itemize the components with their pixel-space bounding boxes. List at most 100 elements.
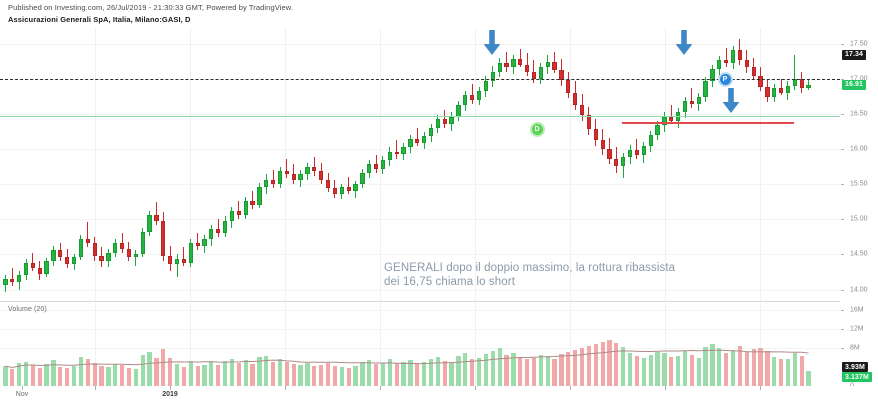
candle-body xyxy=(271,179,276,185)
volume-bar xyxy=(689,354,694,386)
candle-body xyxy=(785,85,791,93)
volume-bar xyxy=(373,364,379,386)
candle-body xyxy=(648,134,653,147)
candle-wick xyxy=(519,49,521,68)
volume-bar xyxy=(195,365,200,386)
volume-bar xyxy=(518,356,523,386)
candle-wick xyxy=(87,221,89,248)
time-axis-tick xyxy=(665,386,666,390)
candle-body xyxy=(730,50,736,64)
volume-bar xyxy=(490,350,495,386)
candle-wick xyxy=(622,153,624,179)
price-pane[interactable]: GENERALI dopo il doppio massimo, la rott… xyxy=(0,28,840,300)
chart-annotation: GENERALI dopo il doppio massimo, la rott… xyxy=(384,262,676,288)
volume-pane[interactable] xyxy=(0,303,840,386)
time-axis-tick xyxy=(475,386,476,390)
candle-body xyxy=(332,188,338,194)
volume-bar xyxy=(99,366,104,386)
candle-body xyxy=(373,164,379,169)
volume-bar xyxy=(607,340,612,386)
volume-bar xyxy=(552,358,557,386)
candle-body xyxy=(65,257,70,265)
volume-bar xyxy=(806,371,811,386)
candle-body xyxy=(634,150,640,155)
volume-bar xyxy=(23,361,29,386)
candle-body xyxy=(689,101,694,104)
candle-body xyxy=(724,60,729,64)
candle-body xyxy=(250,200,255,206)
candle-body xyxy=(799,78,804,89)
last-price-badge[interactable]: 17.34 xyxy=(842,49,867,60)
volume-bar xyxy=(353,366,358,386)
candle-body xyxy=(703,81,708,97)
axis-tick xyxy=(841,113,844,115)
volume-bar xyxy=(161,349,166,386)
volume-ma-badge[interactable]: 3.93M xyxy=(842,362,868,373)
candle-body xyxy=(627,150,633,158)
candle-body xyxy=(23,262,29,276)
badge-d[interactable]: D xyxy=(529,121,545,137)
volume-bar xyxy=(291,364,296,386)
volume-bar xyxy=(222,360,228,386)
volume-bar xyxy=(724,352,729,386)
candle-body xyxy=(325,179,331,189)
volume-bar xyxy=(78,356,84,386)
close-price-badge[interactable]: 16.91 xyxy=(842,79,867,90)
axis-tick xyxy=(841,219,844,221)
volume-gridline xyxy=(0,310,840,312)
candle-body xyxy=(99,255,104,262)
candle-body xyxy=(737,50,743,61)
candle-body xyxy=(113,243,118,253)
volume-bar xyxy=(531,357,537,386)
candle-body xyxy=(106,252,111,262)
volume-bar xyxy=(573,349,578,386)
candle-body xyxy=(435,119,440,128)
candle-body xyxy=(236,210,241,215)
axis-tick xyxy=(841,148,844,150)
candle-body xyxy=(669,116,674,121)
axis-tick xyxy=(841,348,844,350)
candle-body xyxy=(51,250,56,262)
candle-body xyxy=(696,96,701,104)
volume-bar xyxy=(648,354,653,386)
candle-body xyxy=(346,186,351,192)
volume-bar xyxy=(85,358,90,386)
candle-body xyxy=(593,129,598,141)
candle-body xyxy=(229,210,235,221)
time-gridline xyxy=(570,303,571,386)
volume-bar xyxy=(298,365,303,386)
instrument-title: Assicurazioni Generali SpA, Italia, Mila… xyxy=(8,15,191,24)
candle-body xyxy=(78,238,84,258)
volume-bar xyxy=(758,348,763,386)
volume-bar xyxy=(51,360,56,386)
candle-body xyxy=(140,231,145,255)
candle-wick xyxy=(691,88,693,109)
candle-body xyxy=(387,151,392,161)
axis-tick xyxy=(841,329,844,331)
candle-body xyxy=(339,186,344,194)
candle-wick xyxy=(293,164,295,185)
volume-bar xyxy=(559,353,564,386)
candle-body xyxy=(312,167,317,172)
axis-tick xyxy=(841,254,844,256)
volume-last-badge[interactable]: 3.137M xyxy=(842,372,872,383)
candle-body xyxy=(744,60,749,68)
volume-bar xyxy=(229,359,235,386)
volume-bar xyxy=(682,350,688,386)
time-gridline xyxy=(285,303,286,386)
candle-wick xyxy=(11,268,13,286)
volume-bar xyxy=(456,355,461,386)
price-gridline xyxy=(0,148,840,150)
volume-bar xyxy=(30,365,35,386)
price-scale[interactable]: 17.50 17.00 16.50 16.00 15.50 15.00 14.50 14.00… xyxy=(840,28,878,390)
candle-body xyxy=(504,63,509,68)
time-axis[interactable]: Nov 2019 xyxy=(0,386,878,402)
candle-wick xyxy=(533,60,535,83)
time-gridline xyxy=(95,28,96,300)
badge-p[interactable]: P xyxy=(717,71,733,87)
volume-bar xyxy=(367,360,372,386)
volume-bar xyxy=(168,358,173,386)
volume-bar xyxy=(387,359,392,386)
candle-wick xyxy=(471,84,473,104)
